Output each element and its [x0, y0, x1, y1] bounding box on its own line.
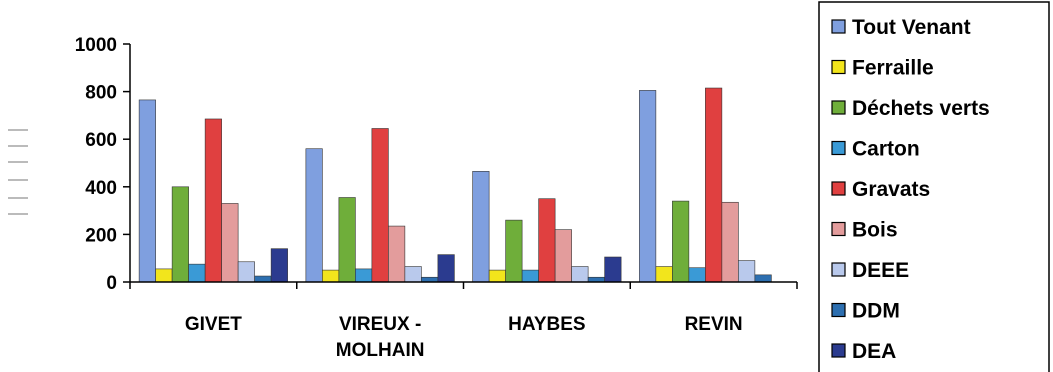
bar-carton — [521, 269, 539, 283]
y-tick-label: 400 — [85, 178, 117, 199]
legend-label: Ferraille — [852, 57, 934, 80]
y-axis: 0 200 400 600 800 1000 — [75, 35, 131, 294]
legend-label: Carton — [852, 138, 920, 161]
legend-swatch — [831, 302, 846, 318]
bar-ddm — [754, 274, 772, 283]
legend-label: DDM — [852, 300, 900, 323]
bar-bois — [388, 225, 406, 283]
bar-deee — [404, 266, 422, 283]
bar-ferraille — [155, 268, 173, 283]
legend-box — [818, 1, 1050, 372]
bar-ferraille — [655, 266, 673, 283]
bar-dea — [604, 256, 622, 283]
bar-d-chets-verts — [672, 200, 690, 283]
bar-tout-venant — [305, 148, 323, 283]
x-axis: GIVET VIREUX - MOLHAIN HAYBES REVIN — [129, 281, 798, 361]
bar-d-chets-verts — [338, 197, 356, 283]
legend: Tout Venant Ferraille Déchets verts Carton G… — [818, 1, 1050, 372]
legend-swatch — [831, 100, 846, 115]
legend-label: Déchets verts — [852, 97, 990, 120]
bar-dea — [437, 254, 455, 283]
legend-swatch — [831, 343, 846, 358]
bar-tout-venant — [639, 90, 657, 283]
legend-label: Bois — [852, 219, 898, 242]
y-tick-label: 800 — [85, 83, 117, 104]
plot-area — [138, 87, 772, 283]
left-margin-marks — [8, 129, 28, 215]
y-tick-label: 600 — [85, 130, 117, 151]
y-tick-label: 0 — [106, 273, 117, 294]
bar-tout-venant — [138, 99, 156, 283]
legend-swatch — [831, 221, 846, 237]
legend-label: DEA — [852, 340, 896, 363]
legend-swatch — [831, 262, 846, 277]
bar-d-chets-verts — [505, 219, 523, 283]
bar-carton — [355, 268, 373, 283]
bar-gravats — [371, 128, 389, 283]
legend-swatch — [831, 140, 846, 156]
legend-label: Gravats — [852, 178, 930, 201]
category-label: HAYBES — [508, 314, 585, 335]
bar-ferraille — [488, 269, 506, 283]
y-tick-label: 1000 — [75, 35, 117, 56]
category-label: MOLHAIN — [336, 340, 425, 361]
legend-swatch — [831, 59, 846, 75]
bar-bois — [554, 229, 572, 283]
bar-gravats — [705, 87, 723, 283]
bar-deee — [237, 261, 255, 283]
bar-dea — [270, 248, 288, 283]
bar-gravats — [538, 198, 556, 283]
legend-label: DEEE — [852, 259, 909, 282]
bar-deee — [738, 260, 756, 283]
bar-ferraille — [322, 269, 340, 283]
bar-tout-venant — [472, 171, 490, 283]
bar-carton — [688, 267, 706, 283]
category-label: REVIN — [685, 314, 743, 335]
bar-gravats — [204, 118, 222, 283]
bar-carton — [188, 263, 206, 283]
y-tick-label: 200 — [85, 225, 117, 246]
bar-d-chets-verts — [171, 186, 189, 283]
category-label: VIREUX - — [339, 314, 421, 335]
legend-swatch — [831, 19, 846, 34]
legend-swatch — [831, 181, 846, 196]
category-label: GIVET — [185, 314, 242, 335]
bar-bois — [721, 201, 739, 283]
bar-ddm — [254, 275, 272, 283]
bar-deee — [571, 266, 589, 283]
bar-bois — [221, 203, 239, 283]
legend-label: Tout Venant — [852, 16, 971, 39]
